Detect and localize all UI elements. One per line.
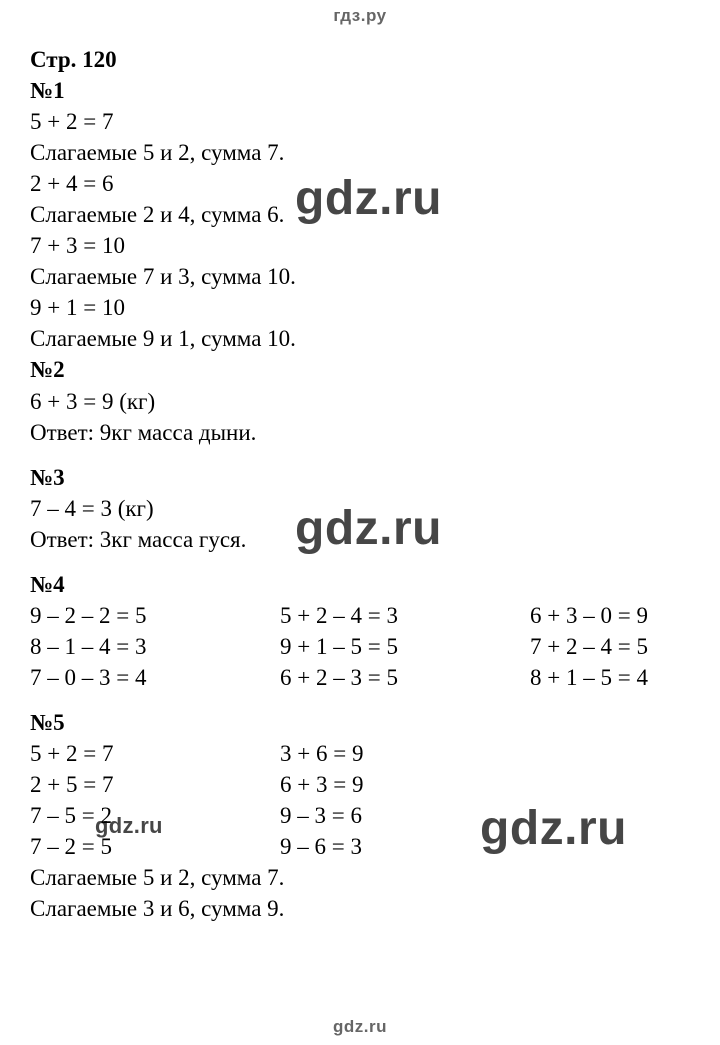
site-header: гдз.ру [0, 6, 720, 26]
task-4-label: №4 [30, 569, 700, 600]
task-5-note: Слагаемые 3 и 6, сумма 9. [30, 893, 700, 924]
page-label: Стр. 120 [30, 44, 700, 75]
task-5-cell: 7 – 5 = 2 [30, 800, 280, 831]
task-2-label: №2 [30, 354, 700, 385]
task-3-answer: Ответ: 3кг масса гуся. [30, 524, 700, 555]
task-1-line: 2 + 4 = 6 [30, 168, 700, 199]
task-3-expr: 7 – 4 = 3 (кг) [30, 493, 700, 524]
task-4-cell: 6 + 2 – 3 = 5 [280, 662, 530, 693]
task-5-cell: 3 + 6 = 9 [280, 738, 700, 769]
task-5-row: 2 + 5 = 7 6 + 3 = 9 [30, 769, 700, 800]
task-1-line: 7 + 3 = 10 [30, 230, 700, 261]
task-4-cell: 8 + 1 – 5 = 4 [530, 662, 700, 693]
task-5-label: №5 [30, 707, 700, 738]
task-4-cell: 9 – 2 – 2 = 5 [30, 600, 280, 631]
task-4: №4 9 – 2 – 2 = 5 5 + 2 – 4 = 3 6 + 3 – 0… [30, 569, 700, 693]
task-4-cell: 8 – 1 – 4 = 3 [30, 631, 280, 662]
task-1-line: Слагаемые 5 и 2, сумма 7. [30, 137, 700, 168]
task-5-row: 5 + 2 = 7 3 + 6 = 9 [30, 738, 700, 769]
task-5-cell: 9 – 6 = 3 [280, 831, 700, 862]
task-5-cell: 9 – 3 = 6 [280, 800, 700, 831]
task-1-line: Слагаемые 9 и 1, сумма 10. [30, 323, 700, 354]
task-2-expr: 6 + 3 = 9 (кг) [30, 386, 700, 417]
site-footer: gdz.ru [0, 1017, 720, 1037]
task-4-cell: 7 – 0 – 3 = 4 [30, 662, 280, 693]
task-1-label: №1 [30, 75, 700, 106]
task-4-cell: 7 + 2 – 4 = 5 [530, 631, 700, 662]
task-4-cell: 6 + 3 – 0 = 9 [530, 600, 700, 631]
task-1: №1 5 + 2 = 7 Слагаемые 5 и 2, сумма 7. 2… [30, 75, 700, 354]
task-4-cell: 9 + 1 – 5 = 5 [280, 631, 530, 662]
task-4-row: 8 – 1 – 4 = 3 9 + 1 – 5 = 5 7 + 2 – 4 = … [30, 631, 700, 662]
solutions-content: Стр. 120 №1 5 + 2 = 7 Слагаемые 5 и 2, с… [0, 44, 720, 924]
task-1-line: Слагаемые 2 и 4, сумма 6. [30, 199, 700, 230]
task-5-cell: 2 + 5 = 7 [30, 769, 280, 800]
task-2: №2 6 + 3 = 9 (кг) Ответ: 9кг масса дыни. [30, 354, 700, 447]
task-5: №5 5 + 2 = 7 3 + 6 = 9 2 + 5 = 7 6 + 3 =… [30, 707, 700, 924]
task-5-row: 7 – 5 = 2 9 – 3 = 6 [30, 800, 700, 831]
task-2-answer: Ответ: 9кг масса дыни. [30, 417, 700, 448]
task-3: №3 7 – 4 = 3 (кг) Ответ: 3кг масса гуся. [30, 462, 700, 555]
task-1-line: Слагаемые 7 и 3, сумма 10. [30, 261, 700, 292]
task-5-cell: 6 + 3 = 9 [280, 769, 700, 800]
task-5-cell: 5 + 2 = 7 [30, 738, 280, 769]
task-4-row: 7 – 0 – 3 = 4 6 + 2 – 3 = 5 8 + 1 – 5 = … [30, 662, 700, 693]
task-4-row: 9 – 2 – 2 = 5 5 + 2 – 4 = 3 6 + 3 – 0 = … [30, 600, 700, 631]
task-1-line: 5 + 2 = 7 [30, 106, 700, 137]
task-3-label: №3 [30, 462, 700, 493]
task-5-note: Слагаемые 5 и 2, сумма 7. [30, 862, 700, 893]
task-5-cell: 7 – 2 = 5 [30, 831, 280, 862]
task-5-row: 7 – 2 = 5 9 – 6 = 3 [30, 831, 700, 862]
task-4-cell: 5 + 2 – 4 = 3 [280, 600, 530, 631]
task-1-line: 9 + 1 = 10 [30, 292, 700, 323]
